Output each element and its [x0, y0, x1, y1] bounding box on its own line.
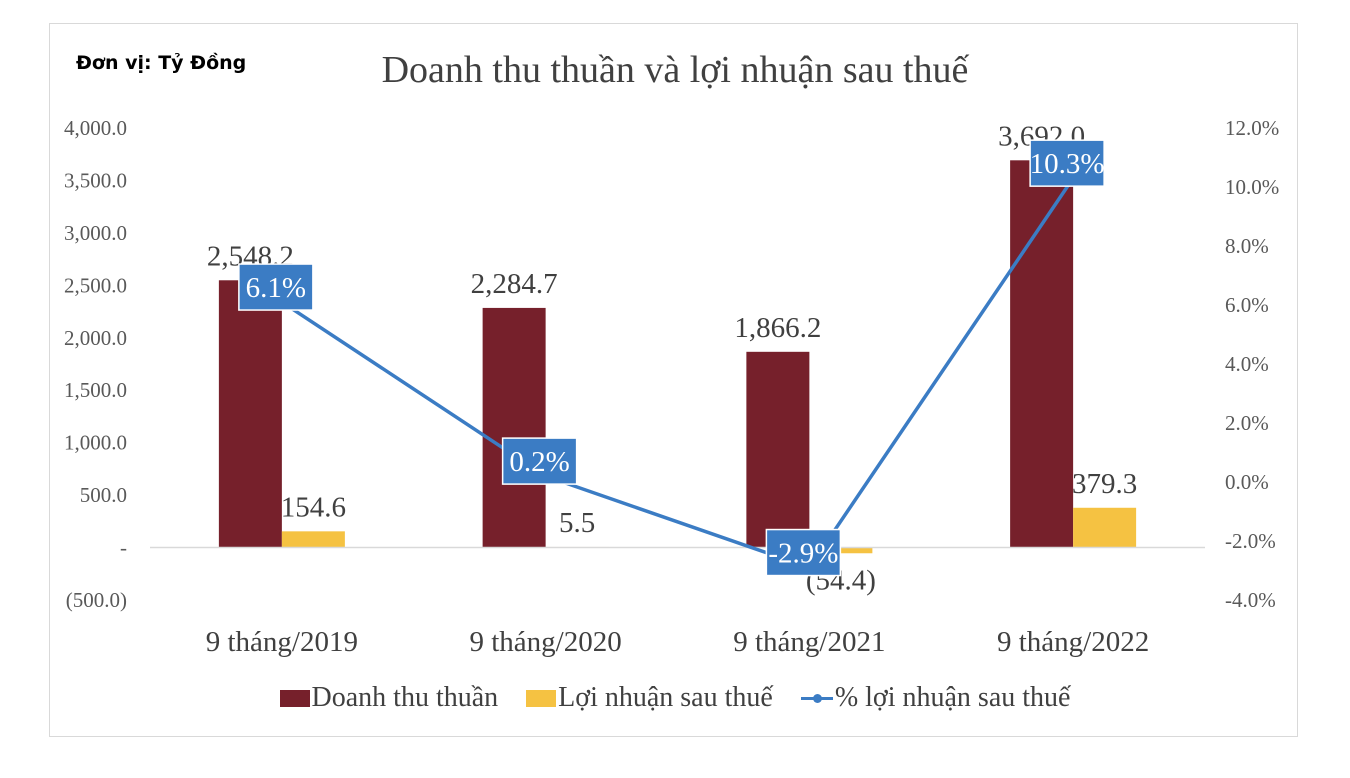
y-left-tick-label: 2,500.0 [64, 273, 127, 297]
profit-data-label: 379.3 [1072, 468, 1137, 500]
revenue-data-label: 1,866.2 [734, 312, 821, 344]
profit-bar [1073, 507, 1137, 548]
x-category-label: 9 tháng/2019 [206, 626, 358, 658]
x-category-label: 9 tháng/2020 [470, 626, 622, 658]
legend-swatch-percent [800, 690, 833, 707]
y-right-tick-label: 10.0% [1225, 175, 1279, 199]
percent-label-box [501, 437, 578, 485]
y-left-tick-label: - [120, 536, 127, 560]
y-left-tick-label: 3,000.0 [64, 221, 127, 245]
y-right-tick-label: 0.0% [1225, 470, 1269, 494]
legend-label-revenue: Doanh thu thuần [311, 682, 499, 713]
legend-label-percent: % lợi nhuận sau thuế [834, 682, 1071, 713]
profit-data-label: 154.6 [281, 491, 346, 523]
legend-swatch-profit [526, 689, 557, 707]
chart-title: Doanh thu thuần và lợi nhuận sau thuế [381, 49, 969, 91]
revenue-bar [218, 280, 282, 548]
y-right-tick-label: 4.0% [1225, 352, 1269, 376]
y-right-tick-label: 8.0% [1225, 234, 1269, 258]
y-right-tick-label: 2.0% [1225, 411, 1269, 435]
percent-label-box [765, 528, 842, 577]
legend-swatch-revenue [279, 689, 310, 707]
legend-label-profit: Lợi nhuận sau thuế [558, 682, 773, 713]
revenue-bar [746, 351, 810, 548]
y-left-tick-label: 3,500.0 [64, 168, 127, 192]
percent-line [280, 177, 1075, 570]
y-right-tick-label: 6.0% [1225, 293, 1269, 317]
x-category-label: 9 tháng/2022 [997, 626, 1149, 658]
y-left-tick-label: 2,000.0 [64, 326, 127, 350]
percent-label-box [238, 263, 314, 311]
percent-data-label: 6.1% [246, 272, 306, 304]
legend: Doanh thu thuần Lợi nhuận sau thuế % lợi… [0, 682, 1350, 714]
unit-label: Đơn vị: Tỷ Đồng [76, 52, 247, 74]
revenue-data-label: 2,284.7 [471, 268, 558, 300]
y-left-tick-label: 1,000.0 [64, 431, 127, 455]
y-left-tick-label: 1,500.0 [64, 378, 127, 402]
legend-item-revenue[interactable]: Doanh thu thuần [279, 682, 499, 714]
percent-label-box [1029, 139, 1105, 187]
y-left-tick-label: (500.0) [66, 588, 127, 612]
percent-data-label: 0.2% [509, 446, 569, 478]
profit-bar [281, 531, 345, 548]
y-right-tick-label: -4.0% [1225, 588, 1276, 612]
revenue-bar [1010, 160, 1074, 548]
y-left-tick-label: 500.0 [80, 483, 127, 507]
profit-data-label: 5.5 [559, 507, 595, 539]
legend-item-profit[interactable]: Lợi nhuận sau thuế [526, 682, 773, 714]
x-category-label: 9 tháng/2021 [733, 626, 885, 658]
percent-data-label: -2.9% [768, 538, 838, 570]
y-right-tick-label: -2.0% [1225, 529, 1276, 553]
legend-item-percent[interactable]: % lợi nhuận sau thuế [800, 682, 1071, 714]
y-right-tick-label: 12.0% [1225, 116, 1279, 140]
revenue-bar [482, 307, 546, 548]
y-left-tick-label: 4,000.0 [64, 116, 127, 140]
percent-data-label: 10.3% [1030, 148, 1105, 180]
